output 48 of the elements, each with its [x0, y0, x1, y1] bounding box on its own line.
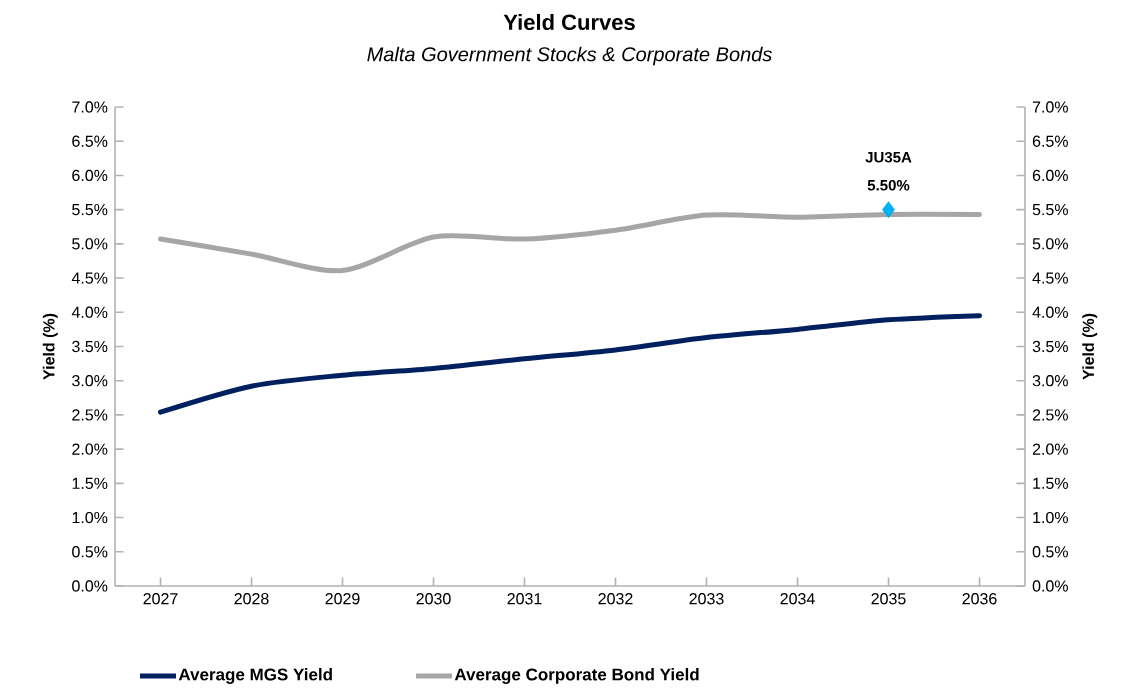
x-tick-label: 2036 — [962, 593, 997, 605]
y-tick-label: 0.5% — [72, 546, 108, 558]
annotation: JU35A — [865, 151, 912, 163]
y2-axis-title: Yield (%) — [1082, 313, 1098, 380]
chart-subtitle: Malta Government Stocks & Corporate Bonds — [367, 46, 772, 66]
y-tick-label: 4.0% — [71, 306, 108, 318]
y2-tick-label: 4.0% — [1032, 306, 1068, 318]
y2-tick-label: 5.0% — [1032, 238, 1068, 250]
y-axis-title: Yield (%) — [42, 313, 58, 380]
y-tick-label: 2.5% — [72, 409, 108, 421]
y-tick-label: 3.5% — [72, 340, 108, 353]
y2-tick-label: 0.5% — [1032, 546, 1068, 558]
y-tick-label: 1.5% — [72, 477, 108, 489]
y-tick-label: 2.0% — [72, 443, 108, 455]
y-tick-label: 6.0% — [72, 169, 108, 182]
y-tick-label: 1.0% — [72, 511, 108, 524]
y2-tick-label: 1.5% — [1033, 477, 1068, 489]
y2-tick-label: 1.0% — [1033, 511, 1068, 524]
x-tick-label: 2034 — [780, 593, 815, 605]
y2-tick-label: 3.5% — [1032, 340, 1068, 353]
legend-label: Average Corporate Bond Yield — [454, 668, 699, 684]
legend-label: Average MGS Yield — [178, 668, 332, 684]
y2-tick-label: 5.5% — [1032, 204, 1068, 216]
x-tick-label: 2028 — [234, 593, 269, 605]
y-tick-label: 0.0% — [72, 580, 108, 592]
data-label: 5.50% — [867, 179, 910, 191]
y2-tick-label: 6.5% — [1032, 135, 1068, 147]
y-tick-label: 6.5% — [72, 135, 108, 147]
y2-tick-label: 2.5% — [1032, 409, 1068, 421]
y-tick-label: 5.5% — [72, 204, 108, 216]
y-tick-label: 4.5% — [71, 272, 108, 284]
y2-tick-label: 6.0% — [1032, 169, 1068, 182]
x-tick-label: 2027 — [143, 593, 178, 605]
x-tick-label: 2035 — [871, 593, 906, 605]
y2-tick-label: 2.0% — [1032, 443, 1068, 455]
x-tick-label: 2029 — [325, 593, 360, 605]
x-tick-label: 2032 — [598, 593, 633, 605]
y2-tick-label: 3.0% — [1032, 375, 1068, 387]
y-tick-label: 3.0% — [72, 375, 108, 387]
x-tick-label: 2031 — [507, 593, 542, 605]
x-tick-label: 2033 — [689, 593, 724, 605]
y-tick-label: 7.0% — [72, 101, 108, 113]
y2-tick-label: 4.5% — [1032, 272, 1068, 284]
y-tick-label: 5.0% — [72, 238, 108, 250]
y2-tick-label: 7.0% — [1032, 101, 1068, 113]
y2-tick-label: 0.0% — [1032, 580, 1068, 592]
chart-title: Yield Curves — [503, 13, 635, 31]
x-tick-label: 2030 — [416, 593, 451, 605]
